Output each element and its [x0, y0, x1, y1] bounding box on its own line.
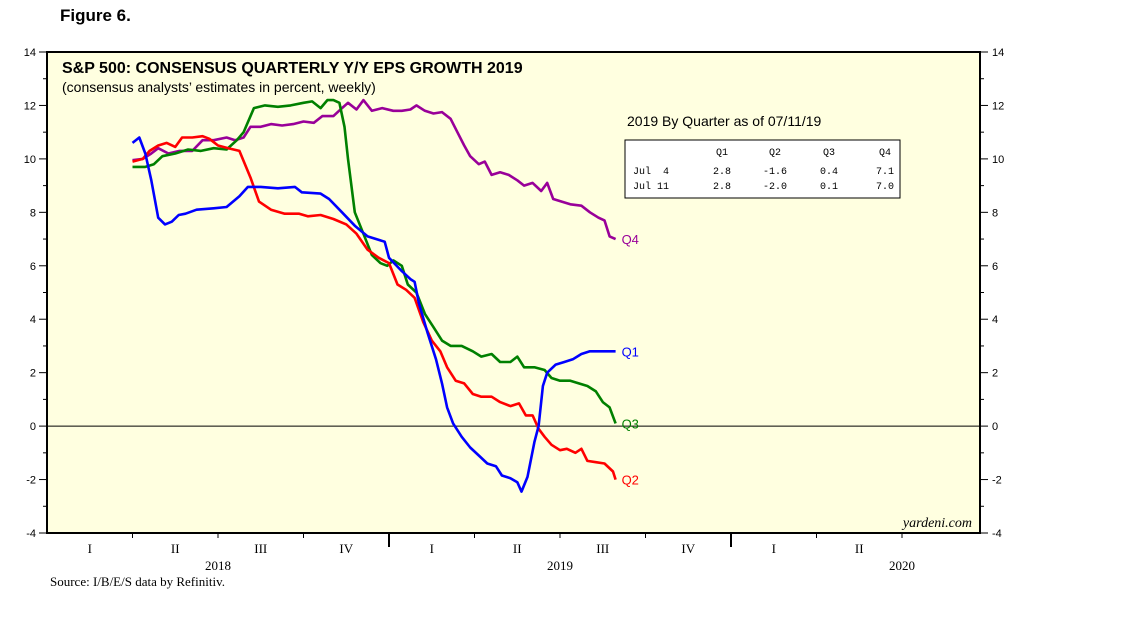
plot-area: [47, 52, 980, 533]
year-label: 2019: [547, 558, 573, 573]
table-cell: 2.8: [713, 182, 731, 193]
series-label-q1: Q1: [622, 344, 639, 359]
y-tick-label-right: 0: [992, 421, 998, 433]
y-tick-label-right: 2: [992, 368, 998, 380]
quarter-label: II: [513, 541, 522, 556]
y-tick-label-right: 6: [992, 261, 998, 273]
table-cell: 0.1: [820, 182, 838, 193]
y-tick-label-left: 14: [24, 47, 36, 59]
watermark: yardeni.com: [901, 516, 972, 531]
series-line-q1: [131, 136, 616, 493]
table-cell: 0.4: [820, 167, 838, 178]
series-labels: Q4 Q3 Q2 Q1: [622, 232, 639, 487]
quarter-label: I: [88, 541, 92, 556]
summary-table-box: [624, 139, 901, 199]
table-cell: -2.0: [763, 182, 787, 193]
series-line-q3: [132, 98, 617, 424]
table-row-label: Jul 4: [633, 166, 669, 178]
y-tick-label-left: 4: [30, 314, 36, 326]
series-line-q2: [132, 134, 617, 480]
series-label-q4: Q4: [622, 232, 639, 247]
series-line-q4: [132, 98, 617, 241]
y-tick-label-left: 2: [30, 368, 36, 380]
table-cell: 7.1: [876, 167, 894, 178]
y-axis-left: -4 -2 0 2 4 6 8 10 12 14: [24, 47, 47, 540]
y-tick-label-right: 12: [992, 100, 1004, 112]
quarter-label: II: [855, 541, 864, 556]
table-header: Q4: [879, 148, 891, 159]
y-tick-label-right: 4: [992, 314, 998, 326]
y-tick-label-left: 8: [30, 207, 36, 219]
year-label: 2018: [205, 558, 231, 573]
quarter-label: III: [254, 541, 267, 556]
source-note: Source: I/B/E/S data by Refinitiv.: [50, 574, 225, 589]
year-label: 2020: [889, 558, 915, 573]
y-tick-label-right: -2: [992, 475, 1002, 487]
figure-label: Figure 6.: [60, 6, 131, 25]
summary-table: Q1 Q2 Q3 Q4 Jul 4 2.8 -1.6 0.4 7.1 Jul 11 2.8 -2.0 0…: [624, 139, 901, 199]
quarter-label: IV: [681, 541, 695, 556]
table-header: Q1: [716, 148, 728, 159]
table-row-label: Jul 11: [633, 181, 669, 193]
plot-frame: [46, 51, 981, 534]
quarter-label: I: [772, 541, 776, 556]
table-header: Q3: [823, 148, 835, 159]
chart-subtitle: (consensus analysts’ estimates in percen…: [62, 79, 376, 95]
table-cell: -1.6: [763, 167, 787, 178]
quarter-label: II: [171, 541, 180, 556]
quarter-label: IV: [339, 541, 353, 556]
y-tick-label-left: 6: [30, 261, 36, 273]
y-tick-label-right: 8: [992, 207, 998, 219]
table-cell: 2.8: [713, 167, 731, 178]
y-tick-label-left: -2: [26, 475, 36, 487]
series-label-q2: Q2: [622, 473, 639, 488]
y-tick-label-right: 14: [992, 47, 1004, 59]
y-tick-label-left: 0: [30, 421, 36, 433]
y-tick-label-left: 10: [24, 154, 36, 166]
y-tick-label-left: 12: [24, 100, 36, 112]
chart-title: S&P 500: CONSENSUS QUARTERLY Y/Y EPS GRO…: [62, 60, 523, 77]
table-cell: 7.0: [876, 182, 894, 193]
summary-table-title: 2019 By Quarter as of 07/11/19: [627, 113, 822, 129]
table-header: Q2: [769, 148, 781, 159]
quarter-label: III: [596, 541, 609, 556]
y-tick-label-right: 10: [992, 154, 1004, 166]
y-tick-label-left: -4: [26, 528, 36, 540]
y-axis-right: -4 -2 0 2 4 6 8 10 12 14: [980, 47, 1004, 540]
y-tick-label-right: -4: [992, 528, 1002, 540]
quarter-label: I: [430, 541, 434, 556]
series-group: [131, 98, 617, 493]
series-label-q3: Q3: [622, 416, 639, 431]
